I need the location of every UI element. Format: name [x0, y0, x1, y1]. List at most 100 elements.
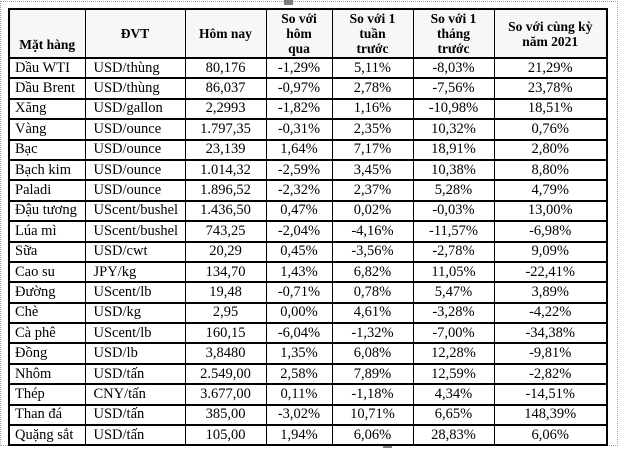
- change-vs-month-cell: 4,34%: [412, 383, 495, 406]
- commodity-name-cell: Paladi: [8, 179, 86, 202]
- change-vs-week-cell: 1,16%: [331, 97, 414, 121]
- table-row: Paladi USD/ounce 1.896,52 -2,32% 2,37% 5,28% 4…: [8, 179, 608, 202]
- price-today-cell: 20,29: [184, 240, 267, 263]
- header-row: Mặt hàng ĐVT Hôm nay So với hôm qua So với 1 tu…: [8, 8, 608, 59]
- table-row: Bạc USD/ounce 23,139 1,64% 7,17% 18,91% 2,80%: [8, 138, 608, 161]
- column-header-label: Hôm nay: [199, 26, 252, 41]
- change-vs-2021-cell: 2,80%: [493, 138, 608, 161]
- change-vs-yesterday-cell: -2,59%: [265, 158, 333, 182]
- unit-cell: USD/gallon: [84, 97, 186, 121]
- price-today-cell: 80,176: [184, 56, 267, 80]
- change-vs-month-cell: 28,83%: [412, 424, 495, 447]
- change-vs-week-cell: -1,32%: [331, 322, 414, 345]
- change-vs-2021-cell: 18,51%: [493, 97, 608, 121]
- change-vs-2021-cell: 0,76%: [493, 118, 608, 141]
- change-vs-yesterday-cell: 1,35%: [265, 342, 333, 365]
- table-row: Thép CNY/tấn 3.677,00 0,11% -1,18% 4,34% -14,5…: [8, 383, 608, 406]
- column-header-vs-month: So với 1 tháng trước: [412, 8, 495, 59]
- price-today-cell: 1.797,35: [184, 118, 267, 141]
- commodity-name-cell: Bạch kim: [8, 158, 86, 182]
- table-row: Xăng USD/gallon 2,2993 -1,82% 1,16% -10,98% 18…: [8, 97, 608, 121]
- column-header-label: So với: [281, 11, 317, 26]
- table-row: Đường UScent/lb 19,48 -0,71% 0,78% 5,47% 3,89%: [8, 281, 608, 304]
- unit-cell: USD/tấn: [84, 403, 186, 427]
- change-vs-2021-cell: 3,89%: [493, 281, 608, 304]
- commodity-name-cell: Than đá: [8, 403, 86, 427]
- change-vs-month-cell: 6,65%: [412, 403, 495, 427]
- commodity-name-cell: Chè: [8, 301, 86, 325]
- table-row: Quặng sắt USD/tấn 105,00 1,94% 6,06% 28,83% 6,…: [8, 424, 608, 447]
- commodity-name-cell: Xăng: [8, 97, 86, 121]
- change-vs-2021-cell: -2,82%: [493, 362, 608, 386]
- price-today-cell: 3,8480: [184, 342, 267, 365]
- change-vs-yesterday-cell: 1,43%: [265, 260, 333, 284]
- table-row: Đậu tương UScent/bushel 1.436,50 0,47% 0,02%…: [8, 199, 608, 223]
- unit-cell: USD/ounce: [84, 138, 186, 161]
- change-vs-week-cell: 6,06%: [331, 424, 414, 447]
- price-today-cell: 19,48: [184, 281, 267, 304]
- column-header-unit: ĐVT: [84, 8, 186, 59]
- commodity-name-cell: Cà phê: [8, 322, 86, 345]
- unit-cell: USD/ounce: [84, 118, 186, 141]
- change-vs-month-cell: 18,91%: [412, 138, 495, 161]
- commodity-name-cell: Lúa mì: [8, 220, 86, 243]
- change-vs-yesterday-cell: 0,11%: [265, 383, 333, 406]
- price-today-cell: 23,139: [184, 138, 267, 161]
- price-today-cell: 86,037: [184, 77, 267, 100]
- change-vs-yesterday-cell: 0,47%: [265, 199, 333, 223]
- unit-cell: UScent/lb: [84, 281, 186, 304]
- table-body: Dầu WTI USD/thùng 80,176 -1,29% 5,11% -8,03% 2…: [8, 56, 608, 447]
- commodity-name-cell: Cao su: [8, 260, 86, 284]
- commodity-name-cell: Sữa: [8, 240, 86, 263]
- commodity-name-cell: Dầu WTI: [8, 56, 86, 80]
- table-row: Cao su JPY/kg 134,70 1,43% 6,82% 11,05% -22,41…: [8, 260, 608, 284]
- change-vs-week-cell: 4,61%: [331, 301, 414, 325]
- change-vs-yesterday-cell: -0,71%: [265, 281, 333, 304]
- selection-handle-top[interactable]: [284, 0, 293, 5]
- table-row: Dầu WTI USD/thùng 80,176 -1,29% 5,11% -8,03% 2…: [8, 56, 608, 80]
- change-vs-week-cell: 2,37%: [331, 179, 414, 202]
- change-vs-2021-cell: 21,29%: [493, 56, 608, 80]
- price-today-cell: 743,25: [184, 220, 267, 243]
- change-vs-week-cell: -3,56%: [331, 240, 414, 263]
- commodity-name-cell: Dầu Brent: [8, 77, 86, 100]
- unit-cell: JPY/kg: [84, 260, 186, 284]
- price-today-cell: 1.436,50: [184, 199, 267, 223]
- column-header-commodity: Mặt hàng: [8, 8, 86, 59]
- column-header-label: Mặt hàng: [19, 37, 76, 52]
- price-today-cell: 2.549,00: [184, 362, 267, 386]
- price-today-cell: 160,15: [184, 322, 267, 345]
- commodity-name-cell: Thép: [8, 383, 86, 406]
- price-today-cell: 3.677,00: [184, 383, 267, 406]
- change-vs-month-cell: -8,03%: [412, 56, 495, 80]
- change-vs-yesterday-cell: -2,32%: [265, 179, 333, 202]
- change-vs-month-cell: 10,32%: [412, 118, 495, 141]
- change-vs-yesterday-cell: -2,04%: [265, 220, 333, 243]
- column-header-today: Hôm nay: [184, 8, 267, 59]
- change-vs-week-cell: 2,35%: [331, 118, 414, 141]
- unit-cell: USD/thùng: [84, 56, 186, 80]
- column-header-label: So với 1: [430, 11, 477, 26]
- column-header-label: qua: [288, 41, 310, 56]
- change-vs-yesterday-cell: 0,00%: [265, 301, 333, 325]
- change-vs-2021-cell: 13,00%: [493, 199, 608, 223]
- change-vs-2021-cell: -22,41%: [493, 260, 608, 284]
- change-vs-2021-cell: -6,98%: [493, 220, 608, 243]
- change-vs-week-cell: 7,89%: [331, 362, 414, 386]
- change-vs-month-cell: -3,28%: [412, 301, 495, 325]
- change-vs-week-cell: 0,78%: [331, 281, 414, 304]
- change-vs-month-cell: 5,28%: [412, 179, 495, 202]
- table-row: Sữa USD/cwt 20,29 0,45% -3,56% -2,78% 9,09%: [8, 240, 608, 263]
- column-header-label: hôm: [286, 26, 312, 41]
- price-today-cell: 134,70: [184, 260, 267, 284]
- change-vs-2021-cell: -4,22%: [493, 301, 608, 325]
- change-vs-2021-cell: 148,39%: [493, 403, 608, 427]
- price-today-cell: 2,2993: [184, 97, 267, 121]
- change-vs-month-cell: 5,47%: [412, 281, 495, 304]
- commodity-name-cell: Bạc: [8, 138, 86, 161]
- table-row: Chè USD/kg 2,95 0,00% 4,61% -3,28% -4,22%: [8, 301, 608, 325]
- change-vs-2021-cell: -14,51%: [493, 383, 608, 406]
- price-today-cell: 1.014,32: [184, 158, 267, 182]
- change-vs-week-cell: 5,11%: [331, 56, 414, 80]
- commodity-name-cell: Vàng: [8, 118, 86, 141]
